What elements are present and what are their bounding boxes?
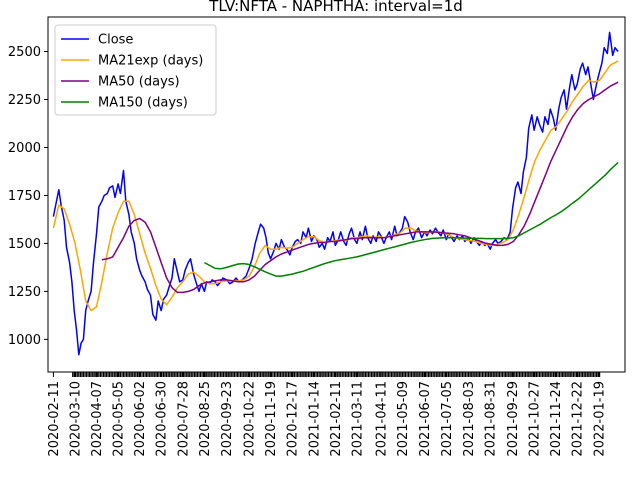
y-tick-label: 2250 bbox=[8, 93, 41, 108]
x-tick-label: 2020-10-22 bbox=[243, 381, 258, 457]
y-tick-label: 1500 bbox=[8, 237, 41, 252]
x-tick-label: 2020-05-05 bbox=[112, 381, 127, 457]
legend-label: MA50 (days) bbox=[98, 75, 180, 90]
series-layer bbox=[52, 31, 619, 356]
y-tick-label: 1250 bbox=[8, 285, 41, 300]
x-tick-label: 2021-08-03 bbox=[462, 381, 477, 457]
series-line-3 bbox=[204, 161, 619, 277]
x-tick-label: 2021-03-11 bbox=[350, 381, 365, 457]
x-tick-label: 2020-08-25 bbox=[198, 381, 213, 457]
x-tick-label: 2021-10-27 bbox=[528, 381, 543, 457]
series-line-1 bbox=[52, 60, 619, 312]
x-tick-label: 2020-02-11 bbox=[47, 381, 62, 457]
x-tick-label: 2021-11-24 bbox=[549, 381, 564, 457]
x-tick-label: 2020-11-19 bbox=[264, 381, 279, 457]
y-tick-label: 2000 bbox=[8, 141, 41, 156]
legend-label: MA150 (days) bbox=[98, 96, 188, 111]
legend: Close MA21exp (days) MA50 (days) MA150 (day… bbox=[54, 24, 217, 116]
chart-title: TLV:NFTA - NAPHTHA: interval=1d bbox=[208, 0, 463, 15]
x-tick-label: 2021-08-31 bbox=[484, 381, 499, 457]
x-tick-label: 2020-07-28 bbox=[176, 381, 191, 457]
x-tick-label: 2021-07-05 bbox=[440, 381, 455, 457]
series-line-2 bbox=[101, 81, 619, 294]
x-tick-label: 2021-06-07 bbox=[418, 381, 433, 457]
x-tick-label: 2020-06-02 bbox=[133, 381, 148, 457]
x-tick-label: 2020-03-10 bbox=[69, 381, 84, 457]
x-tick-label: 2020-04-07 bbox=[90, 381, 105, 457]
x-tick-label: 2021-12-22 bbox=[571, 381, 586, 457]
x-tick-label: 2021-04-11 bbox=[374, 381, 389, 457]
x-tick-label: 2020-12-17 bbox=[286, 381, 301, 457]
x-tick-label: 2021-09-29 bbox=[506, 381, 521, 457]
plot-frame bbox=[47, 16, 626, 373]
x-tick-label: 2020-09-23 bbox=[220, 381, 235, 457]
legend-label: MA21exp (days) bbox=[98, 54, 203, 69]
series-line-0 bbox=[52, 31, 619, 356]
x-tick-label: 2021-02-11 bbox=[329, 381, 344, 457]
y-tick-label: 1750 bbox=[8, 189, 41, 204]
x-tick-label: 2021-05-09 bbox=[396, 381, 411, 457]
y-tick-label: 1000 bbox=[8, 333, 41, 348]
legend-box bbox=[54, 24, 217, 116]
x-tick-label: 2022-01-19 bbox=[592, 381, 607, 457]
x-tick-label: 2020-06-30 bbox=[155, 381, 170, 457]
legend-label: Close bbox=[98, 33, 133, 48]
x-tick-label: 2021-01-14 bbox=[307, 381, 322, 457]
y-tick-label: 2500 bbox=[8, 45, 41, 60]
x-axis-ticks: 2020-02-11 2020-03-10 2020-04-07 2020-05-05… bbox=[47, 372, 607, 457]
y-axis-ticks: 1000 1250 1500 1750 2000 2250 2500 bbox=[8, 45, 48, 348]
